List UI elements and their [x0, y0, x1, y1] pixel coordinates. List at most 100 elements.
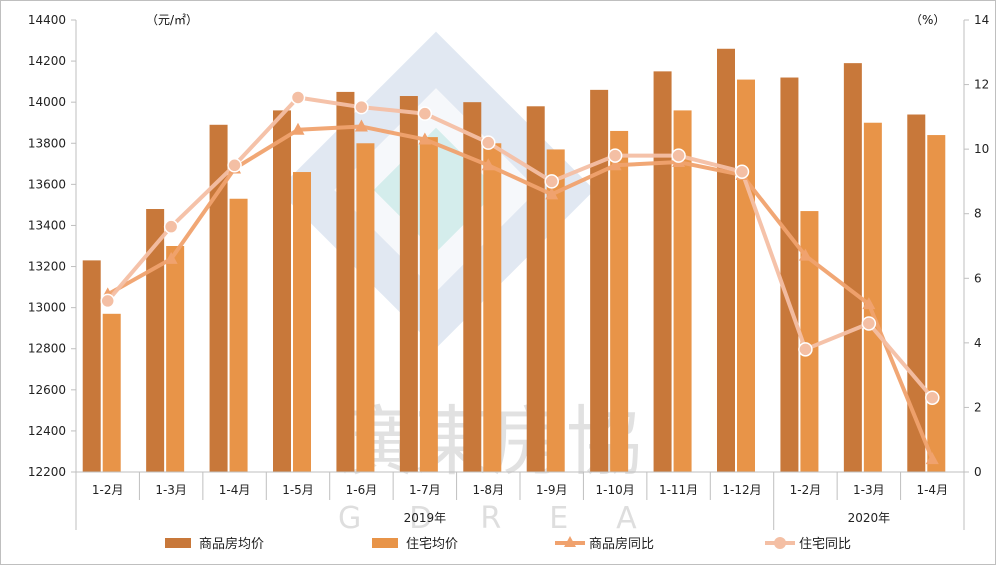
- bar-commercial-price: [780, 77, 799, 472]
- marker-residential-yoy: [100, 293, 115, 309]
- marker-commercial-yoy: [481, 158, 495, 171]
- legend-marker: [564, 536, 576, 547]
- legend: 商品房均价 住宅均价 商品房同比 住宅同比: [165, 536, 851, 552]
- group-label: 2019年: [404, 511, 447, 525]
- bar-residential-price: [102, 313, 121, 472]
- category-label: 1-11月: [659, 483, 698, 497]
- marker-commercial-yoy: [354, 119, 368, 132]
- marker-commercial-yoy: [862, 297, 876, 310]
- line-residential-yoy: [106, 95, 934, 400]
- bar-residential-price: [610, 130, 629, 473]
- bar-residential-price: [546, 149, 565, 472]
- left-tick-label: 14200: [28, 54, 66, 68]
- bar-commercial-price: [463, 102, 482, 472]
- bar-commercial-price: [209, 124, 228, 473]
- bar-commercial-price: [590, 89, 609, 472]
- marker-residential-yoy: [354, 99, 369, 115]
- left-tick-label: 12800: [28, 342, 66, 356]
- legend-label: 住宅均价: [406, 537, 458, 552]
- bar-commercial-price: [399, 96, 418, 472]
- marker-residential-yoy: [481, 135, 496, 150]
- legend-swatch: [165, 538, 191, 548]
- category-label: 1-12月: [722, 483, 761, 497]
- bar-residential-price: [229, 198, 248, 472]
- category-label: 1-2月: [92, 483, 124, 497]
- marker-commercial-yoy: [164, 251, 178, 264]
- category-label: 1-5月: [282, 483, 314, 497]
- left-tick-label: 12400: [28, 424, 66, 438]
- left-tick-label: 12200: [28, 465, 66, 479]
- bar-commercial-price: [717, 48, 735, 472]
- bar-commercial-price: [336, 91, 355, 472]
- category-label: 1-3月: [853, 483, 885, 497]
- left-tick-label: 13400: [28, 218, 66, 232]
- right-tick-label: 8: [974, 207, 982, 221]
- right-tick-label: 12: [974, 78, 989, 92]
- left-tick-label: 14000: [28, 95, 66, 109]
- bar-residential-price: [673, 110, 692, 473]
- bar-commercial-price: [843, 63, 862, 473]
- left-tick-label: 13600: [28, 177, 66, 191]
- line-commercial-yoy: [106, 124, 935, 460]
- right-tick-label: 4: [974, 336, 982, 350]
- marker-residential-yoy: [607, 148, 623, 163]
- marker-residential-yoy: [544, 174, 559, 189]
- left-tick-label: 13800: [28, 136, 66, 150]
- bar-residential-price: [419, 137, 438, 473]
- legend-label: 商品房均价: [199, 536, 264, 552]
- category-label: 1-10月: [596, 483, 635, 497]
- right-axis-unit: （%）: [910, 13, 945, 27]
- marker-residential-yoy: [671, 148, 686, 163]
- bar-residential-price: [483, 143, 502, 473]
- right-tick-label: 14: [974, 13, 989, 27]
- marker-commercial-yoy: [418, 132, 432, 145]
- marker-residential-yoy: [861, 316, 877, 331]
- bar-residential-price: [737, 79, 755, 472]
- marker-residential-yoy: [163, 219, 179, 234]
- category-label: 1-4月: [219, 483, 251, 497]
- category-label: 1-8月: [472, 483, 504, 497]
- legend-marker: [774, 537, 786, 549]
- marker-residential-yoy: [290, 90, 306, 105]
- marker-commercial-yoy: [798, 248, 812, 261]
- group-label: 2020年: [848, 511, 891, 525]
- marker-commercial-yoy: [925, 452, 939, 465]
- bar-residential-price: [166, 246, 185, 472]
- marker-commercial-yoy: [545, 187, 559, 200]
- marker-commercial-yoy: [608, 158, 622, 171]
- line-series: [100, 90, 940, 465]
- marker-residential-yoy: [925, 390, 940, 405]
- right-tick-label: 10: [974, 142, 989, 156]
- category-label: 1-7月: [409, 483, 441, 497]
- marker-residential-yoy: [798, 342, 813, 357]
- category-label: 1-6月: [346, 483, 378, 497]
- category-label: 1-2月: [790, 483, 822, 497]
- axes: 12200 12400 12600 12800 13000 13200 13400 13600…: [28, 13, 989, 530]
- legend-label: 商品房同比: [589, 536, 654, 552]
- bar-commercial-price: [82, 260, 101, 472]
- bar-residential-price: [927, 135, 946, 472]
- category-label: 1-3月: [155, 483, 187, 497]
- left-tick-label: 13000: [28, 301, 66, 315]
- watermark-subtext: GDREA: [338, 501, 685, 536]
- marker-residential-yoy: [417, 106, 433, 121]
- category-label: 1-4月: [916, 483, 948, 497]
- bar-commercial-price: [653, 71, 672, 472]
- marker-residential-yoy: [734, 164, 750, 179]
- bar-series: [82, 48, 946, 473]
- category-label: 1-9月: [536, 483, 568, 497]
- bar-residential-price: [293, 172, 311, 472]
- bar-residential-price: [356, 143, 375, 473]
- left-axis-unit: （元/㎡）: [146, 13, 198, 27]
- legend-swatch: [372, 538, 398, 548]
- bar-commercial-price: [146, 209, 165, 472]
- right-tick-label: 2: [974, 400, 982, 414]
- right-tick-label: 6: [974, 271, 982, 285]
- bar-residential-price: [863, 122, 882, 473]
- bar-commercial-price: [273, 110, 291, 473]
- left-tick-label: 14400: [28, 13, 66, 27]
- left-tick-label: 13200: [28, 260, 66, 274]
- marker-residential-yoy: [227, 158, 242, 173]
- marker-commercial-yoy: [291, 122, 305, 135]
